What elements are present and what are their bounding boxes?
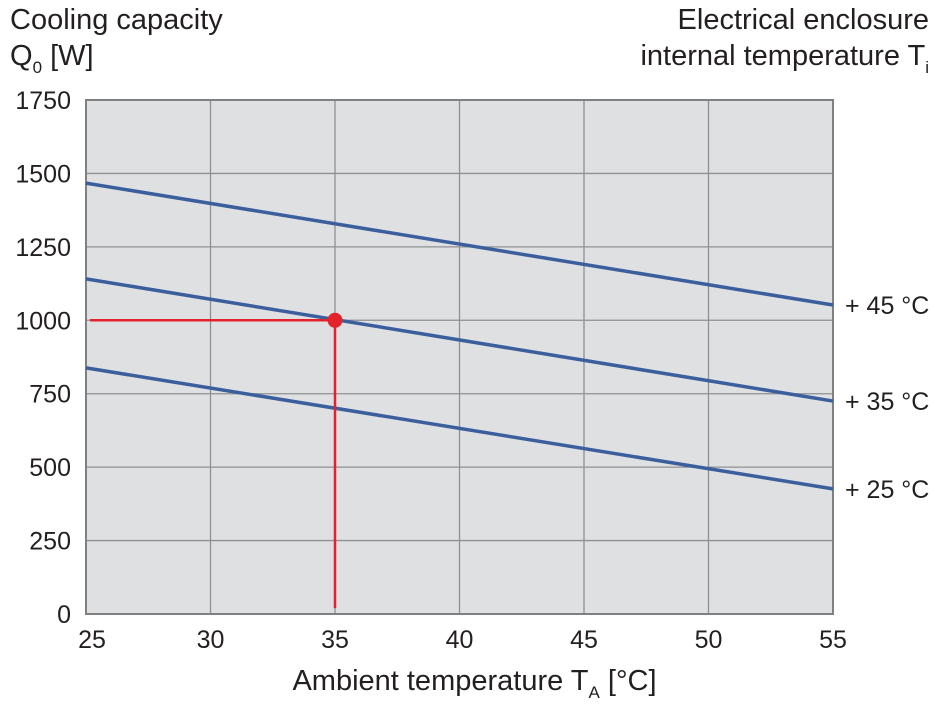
y-tick-label: 1500 <box>15 160 71 188</box>
x-tick-label: 30 <box>197 626 225 654</box>
x-tick-label: 50 <box>695 626 723 654</box>
operating-point-marker <box>327 312 343 328</box>
series-legend-symbol: internal temperature T <box>640 40 926 72</box>
y-tick-label: 0 <box>57 601 71 629</box>
x-tick-label: 40 <box>446 626 474 654</box>
series-legend-subscript: i <box>925 58 929 77</box>
y-tick-label: 750 <box>29 381 71 409</box>
series-legend-title-line2: internal temperature Ti <box>640 38 929 86</box>
plot-border <box>85 99 834 615</box>
y-tick-label: 1250 <box>15 234 71 262</box>
series-line <box>85 366 834 491</box>
y-axis-title-line2: Q0 [W] <box>10 38 223 86</box>
y-axis-unit: [W] <box>42 40 94 72</box>
y-axis-symbol: Q <box>10 40 33 72</box>
y-axis-subscript: 0 <box>32 58 43 77</box>
series-line <box>85 181 834 307</box>
x-tick-label: 55 <box>819 626 847 654</box>
x-axis-subscript: A <box>588 683 600 702</box>
x-axis-unit: [°C] <box>599 665 657 697</box>
y-tick-label: 500 <box>29 454 71 482</box>
series-line <box>85 277 834 403</box>
y-tick-label: 1750 <box>15 87 71 115</box>
x-tick-label: 25 <box>78 626 106 654</box>
series-legend-title-line1: Electrical enclosure <box>677 4 929 36</box>
y-tick-label: 1000 <box>15 307 71 335</box>
series-label: + 25 °C <box>845 476 929 504</box>
series-label: + 45 °C <box>845 292 929 320</box>
x-axis-title: Ambient temperature TA [°C] <box>0 665 949 703</box>
series-label: + 35 °C <box>845 388 929 416</box>
series-legend-title: Electrical enclosure internal temperatur… <box>640 2 929 86</box>
y-axis-title-line1: Cooling capacity <box>10 4 223 36</box>
y-axis-title: Cooling capacity Q0 [W] <box>10 2 223 86</box>
x-axis-title-text: Ambient temperature T <box>292 665 589 697</box>
x-tick-label: 35 <box>321 626 349 654</box>
y-tick-label: 250 <box>29 528 71 556</box>
x-tick-label: 45 <box>570 626 598 654</box>
